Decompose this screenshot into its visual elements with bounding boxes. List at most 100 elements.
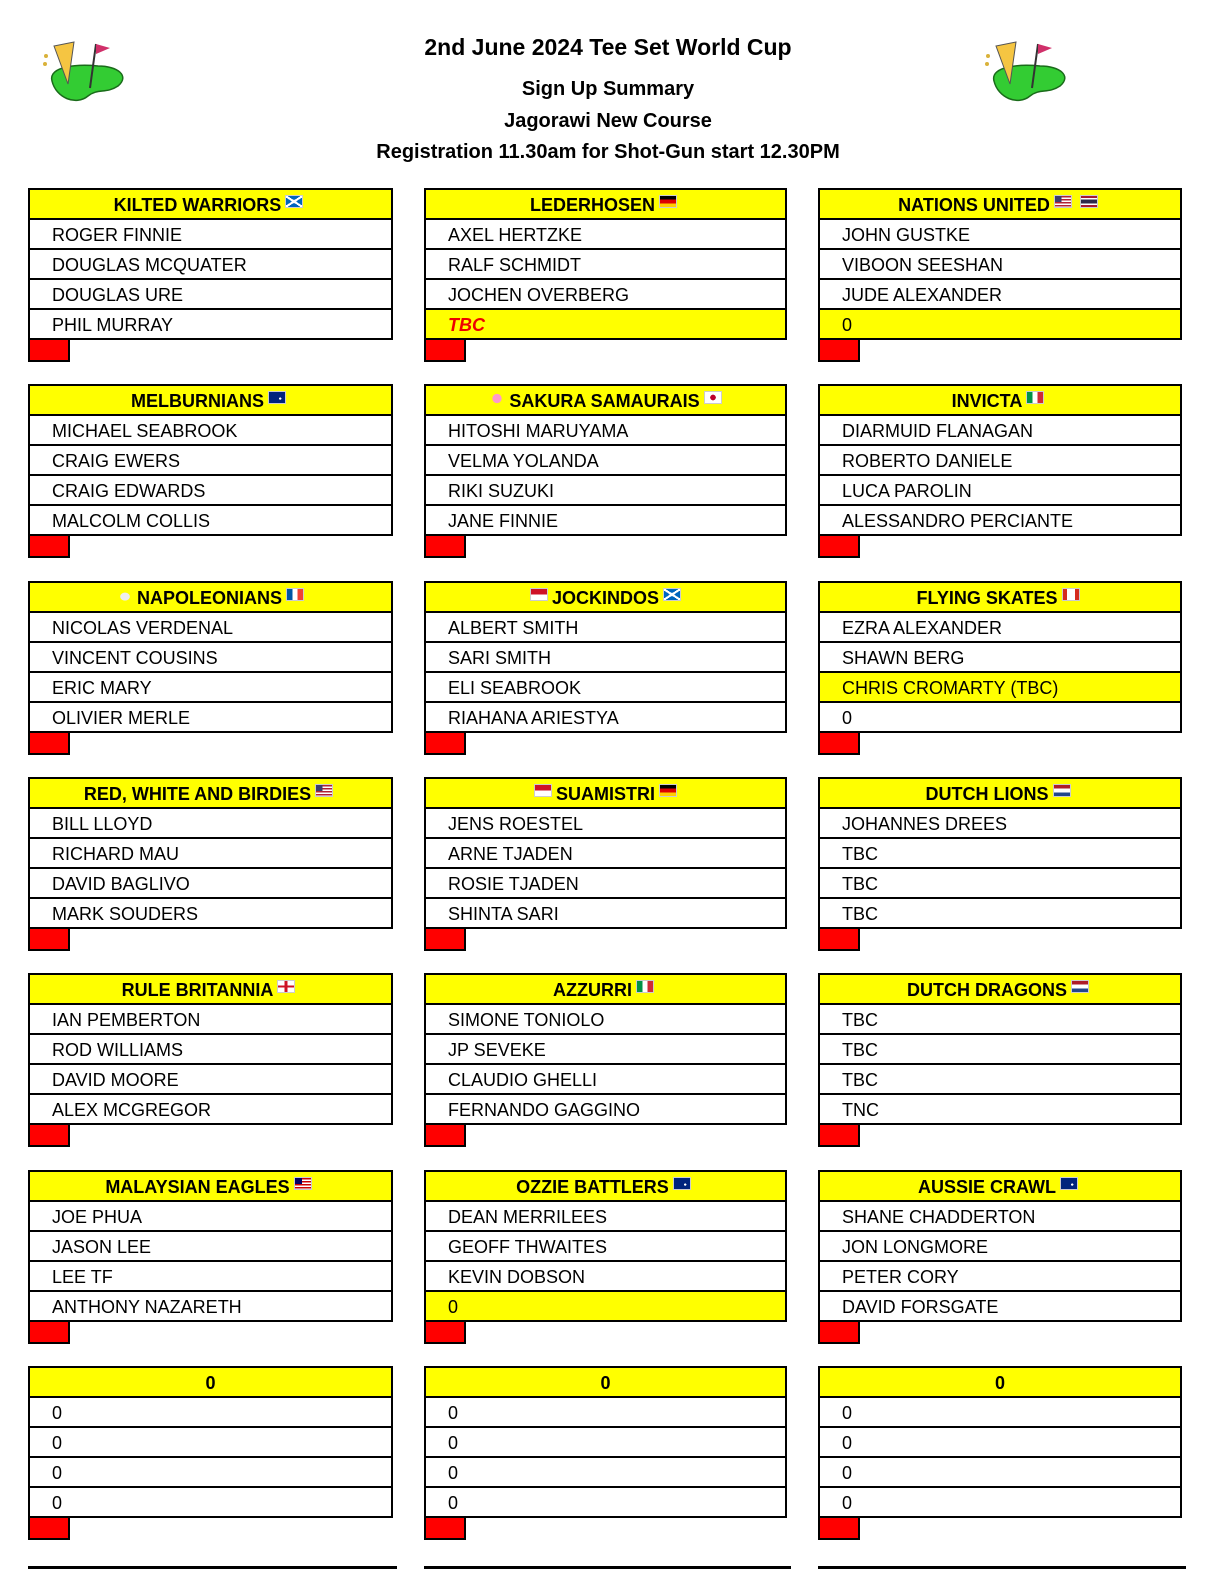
team-header: SUAMISTRI — [424, 776, 787, 809]
red-status-marker — [818, 1517, 860, 1540]
team-header: INVICTA — [818, 384, 1182, 417]
player-row: 0 — [818, 1427, 1182, 1458]
player-row: PHIL MURRAY — [28, 310, 393, 340]
scotland-flag-icon — [285, 195, 304, 208]
player-row: ROBERTO DANIELE — [818, 446, 1182, 477]
player-row: MICHAEL SEABROOK — [28, 416, 393, 447]
player-row: CLAUDIO GHELLI — [424, 1065, 787, 1096]
team-header: DUTCH DRAGONS — [818, 973, 1182, 1006]
team-header: MALAYSIAN EAGLES — [28, 1169, 393, 1202]
blossom-flag-icon — [489, 393, 506, 405]
red-status-marker — [28, 1125, 70, 1148]
team-name: NATIONS UNITED — [898, 195, 1050, 215]
red-status-marker — [424, 732, 466, 755]
team-block: SAKURA SAMAURAIS HITOSHI MARUYAMA VELMA YO… — [424, 384, 787, 559]
netherlands-flag-icon — [1071, 980, 1089, 994]
team-header: RED, WHITE AND BIRDIES — [28, 776, 393, 809]
player-row: TBC — [818, 1065, 1182, 1096]
red-status-marker — [818, 340, 860, 362]
player-row: 0 — [818, 1397, 1182, 1428]
team-name: SAKURA SAMAURAIS — [509, 391, 700, 412]
player-row: ALESSANDRO PERCIANTE — [818, 506, 1182, 537]
player-row: ELI SEABROOK — [424, 672, 787, 703]
player-row: CHRIS CROMARTY (TBC) — [818, 672, 1182, 703]
germany-flag-icon — [659, 195, 677, 208]
netherlands-flag-icon — [1052, 783, 1071, 797]
player-row: DOUGLAS MCQUATER — [28, 250, 393, 280]
red-status-marker — [818, 1125, 860, 1148]
japan-flag-icon — [703, 391, 722, 405]
red-status-marker — [28, 1321, 70, 1344]
team-name: FLYING SKATES — [916, 587, 1058, 608]
player-row: CRAIG EDWARDS — [28, 476, 393, 507]
team-header: DUTCH LIONS — [818, 776, 1182, 809]
red-status-marker — [28, 536, 70, 559]
player-row: 0 — [818, 1457, 1182, 1488]
next-team-block-edge — [818, 1566, 1186, 1583]
team-block: OZZIE BATTLERS DEAN MERRILEES GEOFF THWAIT… — [424, 1169, 787, 1344]
player-row: OLIVIER MERLE — [28, 702, 393, 733]
player-row: JOCHEN OVERBERG — [424, 280, 787, 310]
team-header: AUSSIE CRAWL — [818, 1169, 1182, 1202]
team-header: 0 — [424, 1365, 787, 1398]
player-row: JON LONGMORE — [818, 1231, 1182, 1262]
team-block: NATIONS UNITED JOHN GUSTKE VIBOON SEESHAN J… — [818, 188, 1182, 362]
red-status-marker — [28, 1517, 70, 1540]
player-row: TBC — [818, 868, 1182, 899]
player-row: HITOSHI MARUYAMA — [424, 416, 787, 447]
australia-flag-icon — [1060, 1176, 1078, 1190]
team-name: 0 — [994, 1372, 1005, 1393]
player-row: FERNANDO GAGGINO — [424, 1095, 787, 1126]
team-block: MELBURNIANS MICHAEL SEABROOK CRAIG EWERS CR… — [28, 384, 393, 559]
team-name: KILTED WARRIORS — [113, 195, 282, 215]
team-block: KILTED WARRIORS ROGER FINNIE DOUGLAS MCQUA… — [28, 188, 393, 362]
golf-logo-icon — [985, 41, 1066, 102]
red-status-marker — [424, 340, 466, 362]
player-row: ALBERT SMITH — [424, 612, 787, 643]
page-subtitle: Sign Up Summary — [521, 78, 695, 100]
next-team-block-edge — [28, 1566, 397, 1583]
team-block: AZZURRI SIMONE TONIOLO JP SEVEKE CLAUDIO GH… — [424, 973, 787, 1148]
team-name: INVICTA — [951, 391, 1023, 412]
player-row: ROGER FINNIE — [28, 220, 393, 250]
player-row: DAVID FORSGATE — [818, 1291, 1182, 1322]
player-row: SHINTA SARI — [424, 898, 787, 929]
usa-flag-icon — [315, 783, 334, 797]
canada-flag-icon — [1061, 587, 1080, 601]
player-row: BILL LLOYD — [28, 808, 393, 839]
team-name: SUAMISTRI — [556, 783, 655, 804]
player-row: ROSIE TJADEN — [424, 868, 787, 899]
player-row: JANE FINNIE — [424, 506, 787, 537]
team-block: RED, WHITE AND BIRDIES BILL LLOYD RICHARD … — [28, 776, 393, 951]
player-row: MARK SOUDERS — [28, 898, 393, 929]
player-row: JOHN GUSTKE — [818, 220, 1182, 250]
france-flag-icon — [286, 587, 304, 601]
registration-info: Registration 11.30am for Shot-Gun start … — [376, 141, 840, 163]
player-row: JOHANNES DREES — [818, 808, 1182, 839]
player-row: ROD WILLIAMS — [28, 1035, 393, 1066]
player-row: JOE PHUA — [28, 1201, 393, 1232]
player-row: 0 — [818, 310, 1182, 340]
player-row: RICHARD MAU — [28, 838, 393, 869]
team-name: MALAYSIAN EAGLES — [105, 1176, 290, 1197]
page-title: 2nd June 2024 Tee Set World Cup — [424, 34, 792, 60]
red-status-marker — [818, 928, 860, 951]
thailand-flag-icon — [1079, 195, 1098, 208]
team-block: JOCKINDOS ALBERT SMITH SARI SMITH ELI SEABR… — [424, 580, 787, 755]
player-row: DIARMUID FLANAGAN — [818, 416, 1182, 447]
player-row: 0 — [28, 1397, 393, 1428]
player-row: LEE TF — [28, 1261, 393, 1292]
team-header: OZZIE BATTLERS — [424, 1169, 787, 1202]
player-row: ANTHONY NAZARETH — [28, 1291, 393, 1322]
team-name: NAPOLEONIANS — [136, 587, 282, 608]
team-name: OZZIE BATTLERS — [516, 1176, 669, 1197]
italy-flag-icon — [636, 980, 654, 994]
team-block: SUAMISTRI JENS ROESTEL ARNE TJADEN ROSIE TJ… — [424, 776, 787, 951]
player-row: TBC — [818, 1035, 1182, 1066]
red-status-marker — [818, 536, 860, 559]
player-row: SIMONE TONIOLO — [424, 1005, 787, 1036]
player-row: ALEX MCGREGOR — [28, 1095, 393, 1126]
red-status-marker — [818, 732, 860, 755]
